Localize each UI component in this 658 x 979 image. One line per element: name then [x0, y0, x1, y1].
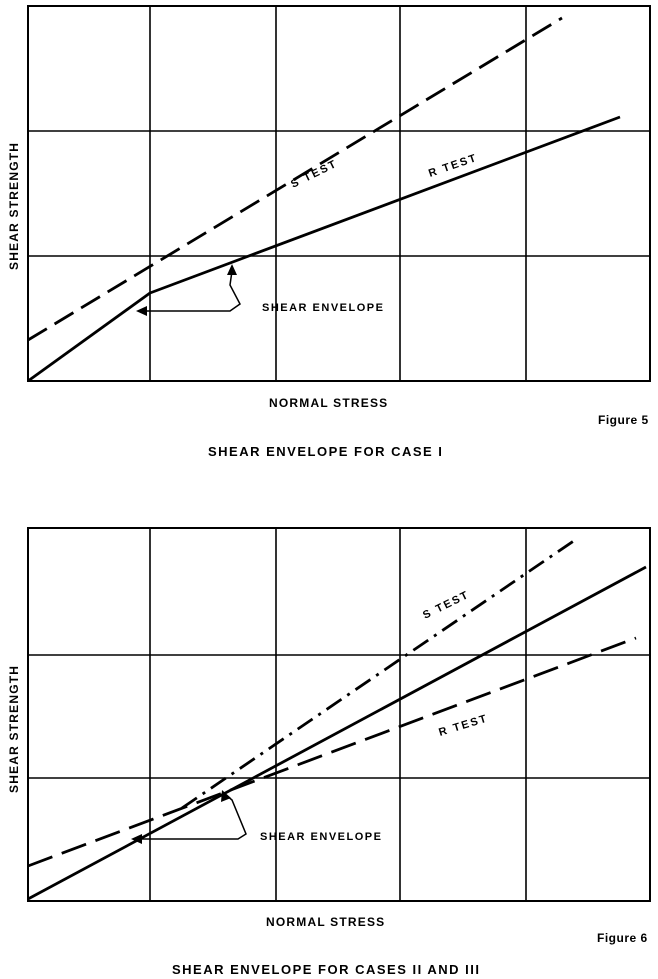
- x-axis-label: NORMAL STRESS: [266, 915, 385, 929]
- series-line-initial-segment: [27, 291, 151, 383]
- figure-caption: SHEAR ENVELOPE FOR CASES II AND III: [172, 962, 480, 977]
- figure-caption: SHEAR ENVELOPE FOR CASE I: [208, 444, 443, 459]
- grid-lines: [28, 528, 650, 901]
- shear-envelope-pointer: [131, 790, 247, 844]
- pointer-arrowhead-up: [221, 790, 231, 802]
- grid-lines: [28, 6, 650, 381]
- figure-6: S TEST R TEST SHEAR ENVELOPE SHEAR STREN…: [7, 527, 651, 977]
- plot-frame: [27, 527, 651, 902]
- r-test-label: R TEST: [427, 152, 479, 180]
- shear-envelope-pointer: [136, 264, 241, 316]
- plot-area-figure-6: S TEST R TEST SHEAR ENVELOPE: [27, 527, 651, 902]
- r-test-label: R TEST: [437, 712, 489, 738]
- figure-number-label: Figure 6: [597, 931, 648, 945]
- series-line-r-test: [27, 636, 637, 868]
- series-line-r-test: [149, 115, 621, 295]
- series-line-s-test: [181, 536, 579, 810]
- plot-frame: [27, 5, 651, 382]
- plot-area-figure-5: S TEST R TEST SHEAR ENVELOPE: [27, 5, 651, 383]
- series-line-s-test: [27, 16, 563, 342]
- pointer-arrowhead-left: [131, 834, 142, 844]
- pointer-arrowhead-left: [136, 306, 147, 316]
- shear-envelope-label: SHEAR ENVELOPE: [260, 831, 382, 843]
- s-test-label: S TEST: [289, 158, 340, 191]
- pointer-arrowhead-up: [227, 264, 237, 275]
- pointer-leader-line: [143, 270, 241, 312]
- x-axis-label: NORMAL STRESS: [269, 396, 388, 410]
- y-axis-label: SHEAR STRENGTH: [7, 142, 21, 270]
- figure-5: S TEST R TEST SHEAR ENVELOPE SHEAR STREN…: [7, 5, 651, 459]
- figure-number-label: Figure 5: [598, 413, 649, 427]
- shear-envelope-label: SHEAR ENVELOPE: [262, 302, 384, 314]
- y-axis-label: SHEAR STRENGTH: [7, 665, 21, 793]
- series-line-envelope: [27, 565, 647, 901]
